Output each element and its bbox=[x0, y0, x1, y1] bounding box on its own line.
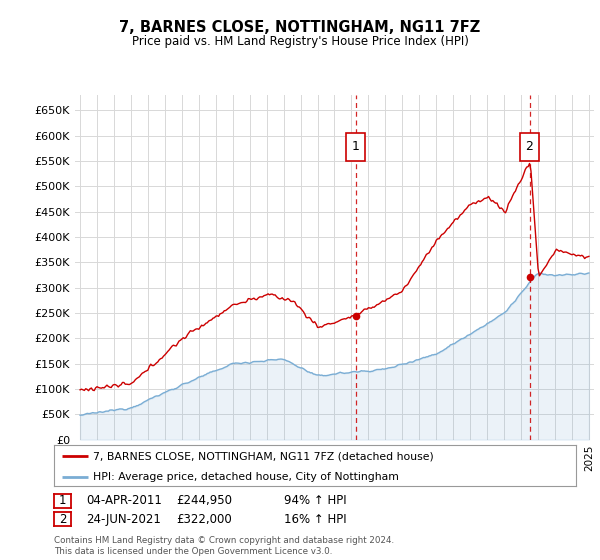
Text: 04-APR-2011: 04-APR-2011 bbox=[86, 494, 161, 507]
Text: 2: 2 bbox=[526, 141, 533, 153]
Text: 1: 1 bbox=[59, 494, 66, 507]
Text: Contains HM Land Registry data © Crown copyright and database right 2024.
This d: Contains HM Land Registry data © Crown c… bbox=[54, 536, 394, 556]
Text: Price paid vs. HM Land Registry's House Price Index (HPI): Price paid vs. HM Land Registry's House … bbox=[131, 35, 469, 48]
Text: 24-JUN-2021: 24-JUN-2021 bbox=[86, 513, 161, 526]
Text: £244,950: £244,950 bbox=[176, 494, 232, 507]
Text: £322,000: £322,000 bbox=[176, 513, 232, 526]
Text: 7, BARNES CLOSE, NOTTINGHAM, NG11 7FZ (detached house): 7, BARNES CLOSE, NOTTINGHAM, NG11 7FZ (d… bbox=[93, 451, 434, 461]
Text: HPI: Average price, detached house, City of Nottingham: HPI: Average price, detached house, City… bbox=[93, 472, 399, 482]
Text: 7, BARNES CLOSE, NOTTINGHAM, NG11 7FZ: 7, BARNES CLOSE, NOTTINGHAM, NG11 7FZ bbox=[119, 20, 481, 35]
Text: 2: 2 bbox=[59, 513, 66, 526]
Text: 94% ↑ HPI: 94% ↑ HPI bbox=[284, 494, 346, 507]
FancyBboxPatch shape bbox=[346, 133, 365, 161]
Text: 16% ↑ HPI: 16% ↑ HPI bbox=[284, 513, 346, 526]
FancyBboxPatch shape bbox=[520, 133, 539, 161]
Text: 1: 1 bbox=[352, 141, 359, 153]
